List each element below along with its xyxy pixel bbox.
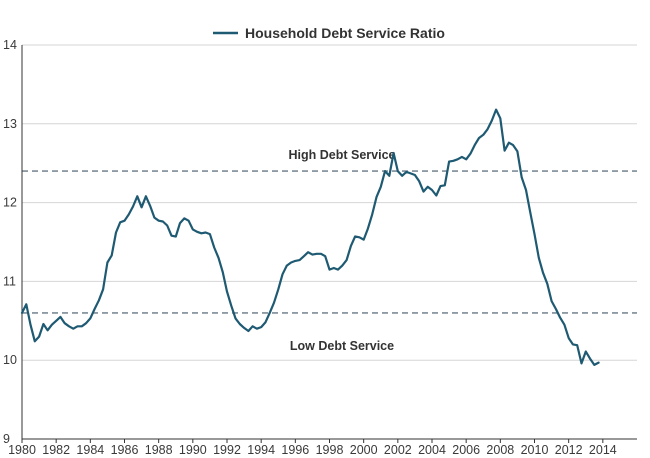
y-tick-label: 11 [3,274,16,288]
x-tick-label: 1988 [145,443,173,457]
x-tick-label: 1992 [213,443,241,457]
x-tick-label: 2002 [384,443,412,457]
reference-label-low: Low Debt Service [290,339,394,353]
x-tick-label: 2014 [589,443,617,457]
x-tick-label: 2004 [418,443,446,457]
x-tick-label: 1980 [8,443,36,457]
x-tick-label: 1982 [42,443,70,457]
y-tick-label: 9 [3,432,10,446]
x-tick-label: 2010 [521,443,549,457]
x-tick-label: 1998 [316,443,344,457]
x-tick-label: 2000 [350,443,378,457]
y-tick-label: 14 [3,38,17,52]
legend: Household Debt Service Ratio [213,25,445,41]
x-tick-label: 1996 [281,443,309,457]
x-tick-label: 2006 [452,443,480,457]
x-tick-label: 2008 [486,443,514,457]
x-tick-label: 1984 [76,443,104,457]
x-tick-label: 1990 [179,443,207,457]
x-tick-label: 1986 [111,443,139,457]
x-tick-label: 1994 [247,443,275,457]
series-layer [20,108,600,366]
reference-label-high: High Debt Service [289,148,396,162]
y-tick-label: 12 [3,196,17,210]
axes: 9 10 11 12 13 14 1980 1982 1984 1986 1988 1990 1992 1… [3,38,637,457]
gridlines [22,44,637,361]
x-tick-label: 2012 [555,443,583,457]
legend-label: Household Debt Service Ratio [245,25,445,41]
y-tick-label: 13 [3,117,17,131]
reference-lines: High Debt Service Low Debt Service [22,148,637,353]
series-line-household-debt-service-ratio [20,108,600,366]
y-tick-label: 10 [3,353,17,367]
